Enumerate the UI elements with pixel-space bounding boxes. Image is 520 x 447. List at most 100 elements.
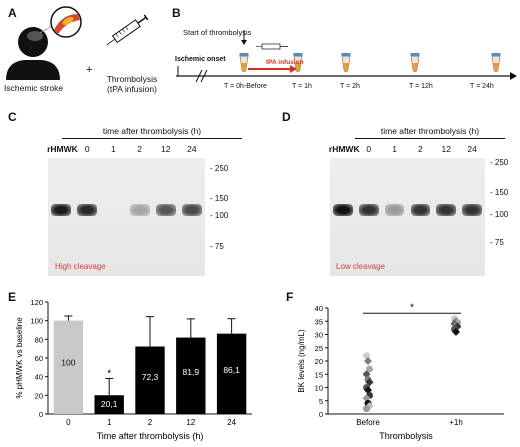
y-tick-label: 40 [35, 373, 43, 382]
blot-lane-label: 12 [441, 144, 451, 154]
y-tick-label: 25 [315, 344, 323, 353]
timepoint-4: T = 24h [470, 83, 494, 90]
stroke-label: Ischemic stroke [4, 83, 64, 93]
scatter-point [362, 394, 371, 403]
protein-band [410, 204, 431, 216]
mw-marker: - 150 [490, 188, 509, 197]
protein-band [129, 204, 150, 216]
blot-lane-label: 0 [366, 144, 372, 154]
y-tick-label: 120 [30, 298, 43, 307]
mw-marker: - 150 [210, 194, 229, 203]
timepoint-3: T = 12h [409, 83, 433, 90]
western-blot-low-cleavage [330, 158, 485, 276]
scatter-point [363, 405, 370, 413]
blot-d-title: time after thrombolysis (h) [355, 126, 505, 139]
y-tick-label: 15 [315, 370, 323, 379]
y-tick-label: 40 [315, 304, 323, 313]
mw-marker: - 100 [490, 210, 509, 219]
y-tick-label: 10 [315, 384, 323, 393]
bar [135, 346, 165, 414]
y-tick-label: 60 [35, 354, 43, 363]
y-tick-label: 5 [319, 397, 323, 406]
mw-marker: - 75 [210, 242, 224, 251]
scatter-point [365, 378, 374, 387]
significance-marker: * [107, 368, 111, 379]
timepoint-0: T = 0h-Before [224, 83, 267, 90]
sample-tube-icon [410, 53, 420, 73]
blot-lane-label: rHMWK [328, 144, 360, 154]
blot-lane-label: 24 [467, 144, 477, 154]
y-tick-label: 80 [35, 335, 43, 344]
blot-d-caption: Low cleavage [336, 262, 385, 271]
protein-band [333, 204, 353, 216]
sample-tube-icon [341, 53, 351, 73]
x-tick-label: 0 [66, 418, 71, 427]
blot-lane-label: 2 [418, 144, 423, 154]
timepoint-1: T = 1h [292, 83, 312, 90]
bar [94, 395, 124, 414]
sample-tube-icon [239, 53, 249, 73]
protein-band [51, 204, 72, 216]
x-axis-label: Thrombolysis [379, 431, 433, 441]
blot-lane-label: 2 [137, 144, 142, 154]
scatter-point [366, 365, 373, 373]
mw-marker: - 75 [490, 238, 504, 247]
x-tick-label: 12 [186, 418, 195, 427]
data-label: 20,1 [101, 399, 118, 409]
panel-label-a: A [8, 6, 17, 20]
significance-marker: * [410, 302, 414, 313]
blot-lane-label: rHMWK [47, 144, 78, 154]
scatter-point [452, 327, 460, 336]
bar-chart-phmwk: 0 20 40 60 80 100 120 100 0 20,1 * 1 72,3 2 81,9 12 86,1… [15, 298, 252, 441]
data-label: 100 [61, 358, 75, 368]
y-axis-label: % pHMWK vs baseline [15, 317, 24, 399]
mw-marker: - 250 [210, 164, 229, 173]
data-label: 81,9 [183, 367, 200, 377]
x-tick-label: 24 [227, 418, 236, 427]
x-tick-label: 1 [107, 418, 112, 427]
blot-lane-label: 0 [84, 144, 90, 154]
panel-label-d: D [282, 110, 291, 124]
blot-lane-label: 24 [187, 144, 197, 154]
mw-marker: - 250 [490, 158, 509, 167]
blot-lane-label: 1 [392, 144, 397, 154]
bar [216, 333, 247, 414]
western-blot-high-cleavage [48, 158, 205, 276]
blot-c-caption: High cleavage [55, 262, 106, 271]
y-tick-label: 100 [30, 317, 43, 326]
panel-label-c: C [8, 110, 17, 124]
sample-tube-icon [293, 53, 303, 73]
timeline [176, 30, 517, 83]
plus-sign: + [86, 64, 93, 76]
y-tick-label: 30 [315, 331, 323, 340]
x-axis-label: Time after thrombolysis (h) [97, 431, 204, 441]
data-label: 86,1 [223, 365, 240, 375]
protein-band [384, 204, 405, 216]
start-thrombolysis-label: Start of thrombolysis [183, 28, 252, 37]
protein-band [77, 204, 98, 216]
y-tick-label: 20 [315, 357, 323, 366]
stroke-illustration [6, 6, 149, 80]
blot-lane-label: 1 [111, 144, 116, 154]
panel-label-f: F [286, 290, 294, 304]
protein-band [358, 204, 379, 216]
blot-c-title: time after thrombolysis (h) [62, 126, 242, 139]
bar [53, 320, 84, 414]
x-tick-label: +1h [449, 418, 463, 427]
timepoint-2: T = 2h [340, 83, 360, 90]
protein-band [181, 204, 202, 216]
scatter-chart-bk-levels: 0 5 10 15 20 25 30 35 40 Before +1h * Thrombolysis BK… [297, 302, 504, 441]
y-tick-label: 0 [319, 410, 323, 419]
mw-marker: - 100 [210, 211, 229, 220]
scatter-point [364, 357, 372, 365]
y-tick-label: 0 [39, 410, 43, 419]
y-tick-label: 20 [35, 391, 43, 400]
thrombolysis-label: Thrombolysis (tPA infusion) [106, 74, 158, 94]
protein-band [155, 204, 176, 216]
protein-band [436, 204, 457, 216]
x-tick-label: 2 [148, 418, 153, 427]
data-label: 72,3 [142, 372, 159, 382]
panel-label-e: E [8, 290, 17, 304]
x-tick-label: Before [356, 418, 380, 427]
blot-lane-label: 12 [161, 144, 171, 154]
